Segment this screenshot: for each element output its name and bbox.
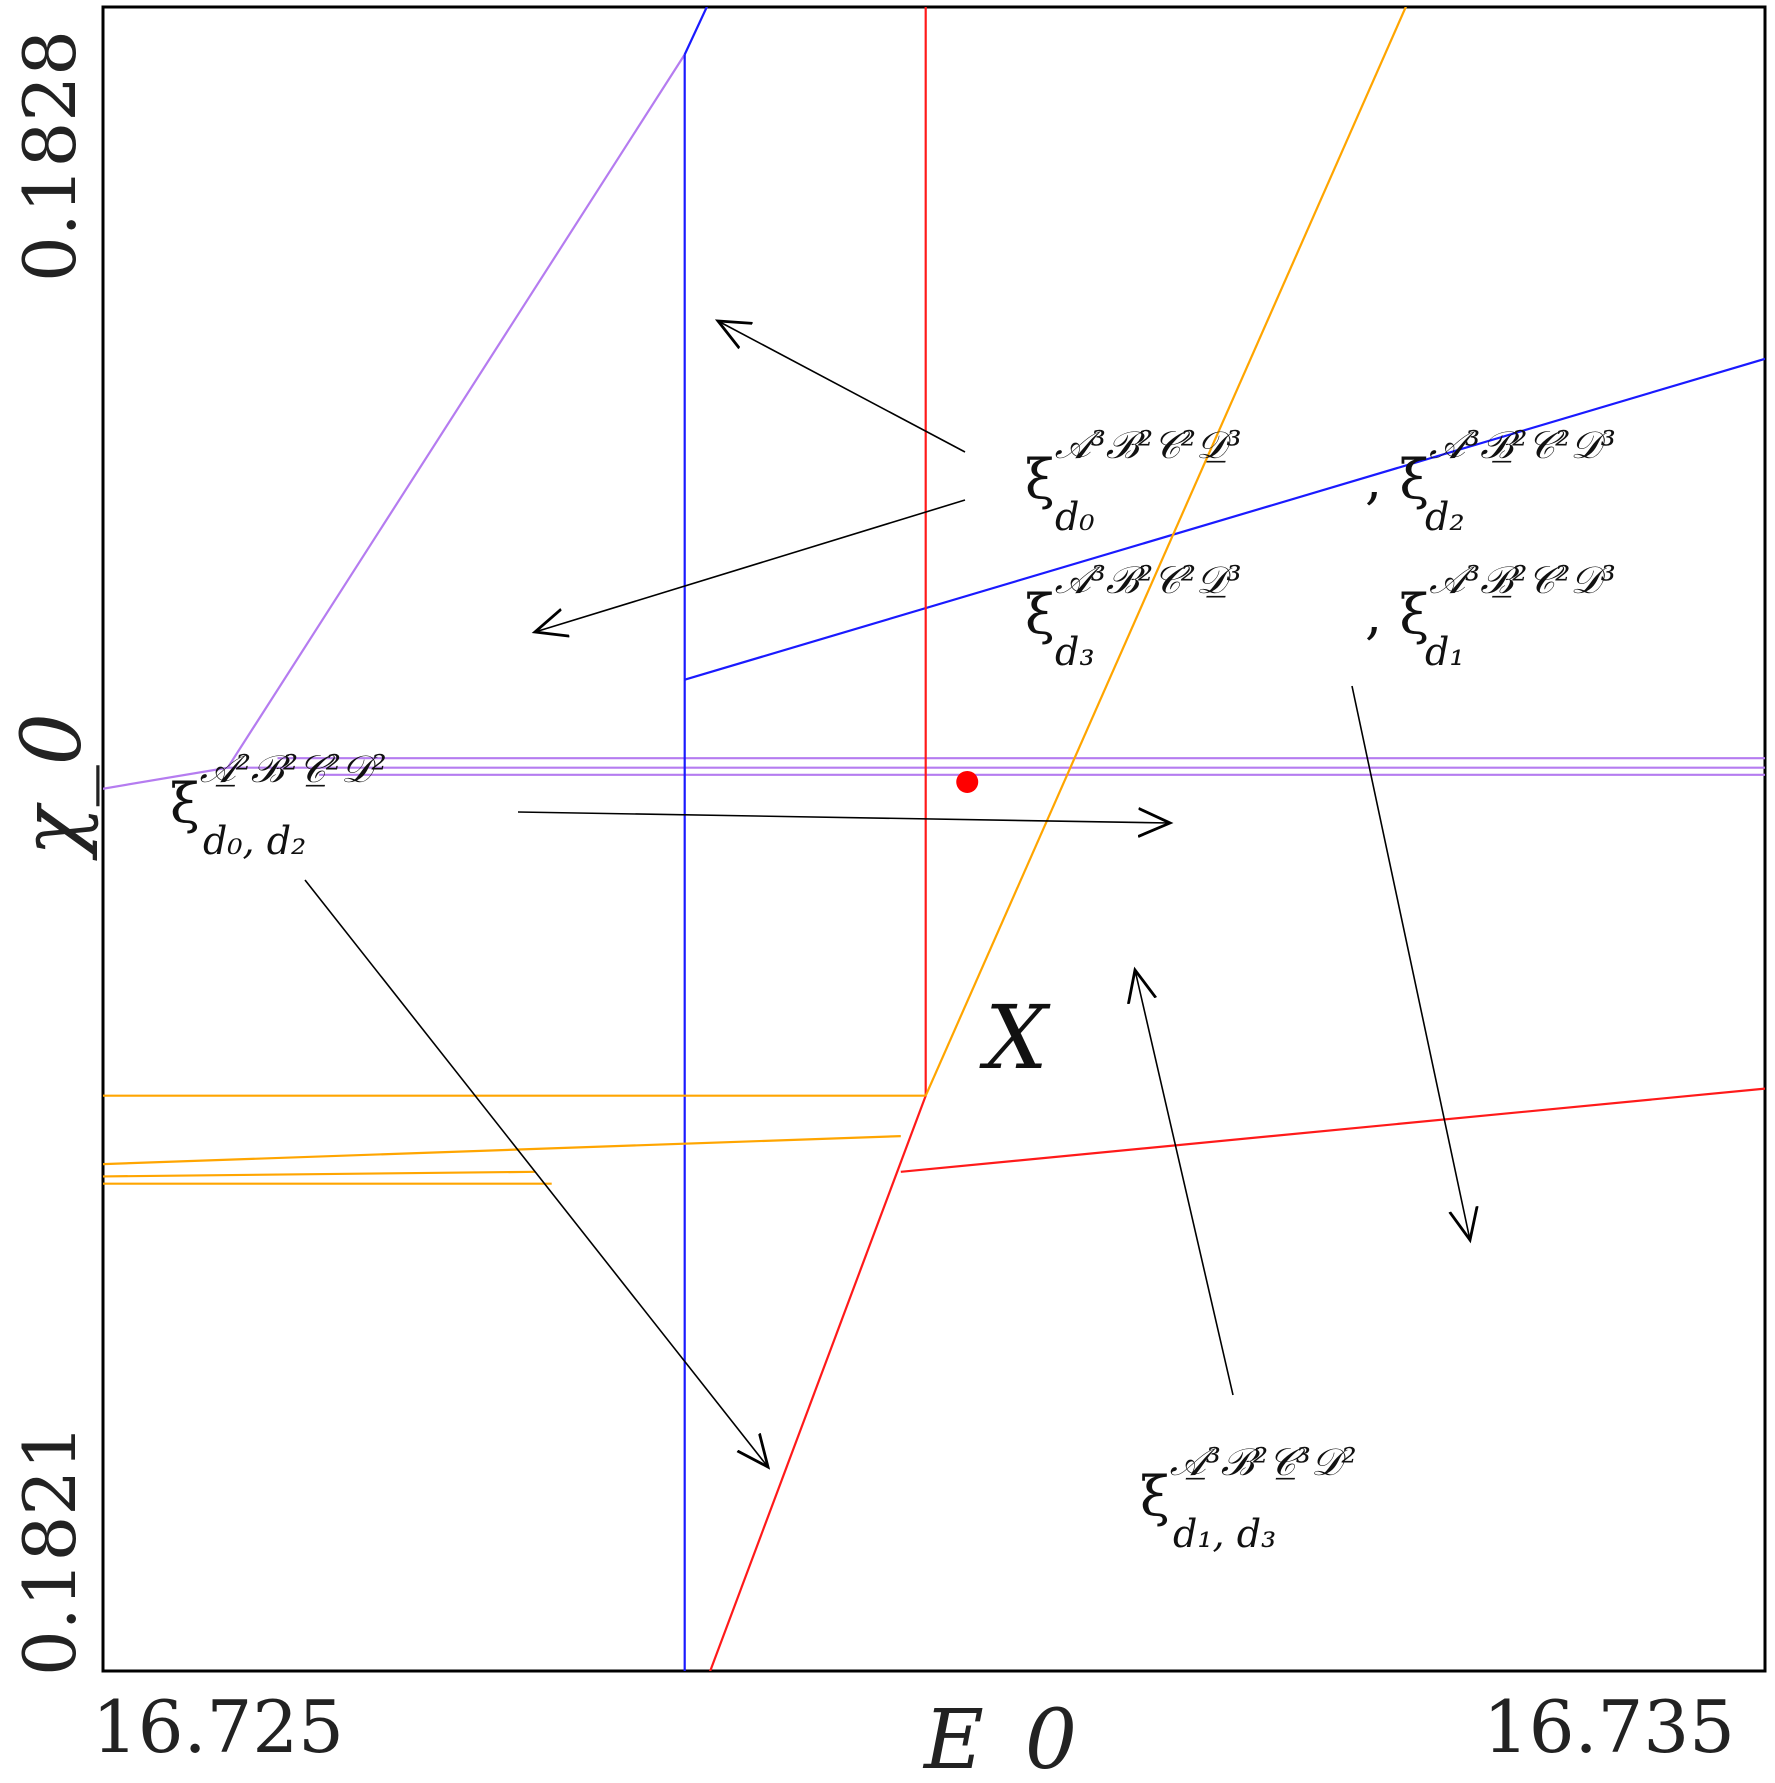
ann2-sep: , ξ: [1365, 583, 1429, 646]
ann1-sub: d₀: [1055, 495, 1095, 539]
ann1-sep: , ξ: [1365, 448, 1429, 511]
series-line-12: [103, 1135, 901, 1166]
ann1-sup: 𝒜³ℬ²𝒞²𝒟̲³: [1055, 423, 1242, 467]
ann2-sup: 𝒜³ℬ²𝒞²𝒟̲³: [1055, 558, 1242, 602]
series-line-8: [709, 1095, 927, 1671]
ann3-base: ξ: [170, 772, 200, 835]
ann1-sub2: d₂: [1425, 495, 1465, 539]
ytick-label-max: 0.1828: [8, 30, 92, 282]
ann3-sup: 𝒜̲²ℬ²𝒞̲²𝒟²: [200, 747, 387, 791]
xtick-label-min: 16.725: [92, 1685, 344, 1769]
svg-text:ξ𝒜³ℬ²𝒞²𝒟̲³d₀, ξ𝒜³ℬ̲²𝒞²𝒟³: ξ𝒜³ℬ²𝒞²𝒟̲³ d₀ , ξ𝒜³ℬ̲²𝒞²𝒟³ d₂: [1025, 423, 1616, 539]
ann4-sub: d₁, d₃: [1173, 1512, 1276, 1556]
annotation-left: ξ𝒜̲²ℬ²𝒞̲²𝒟² d₀, d₂: [170, 747, 387, 863]
svg-text:ξ𝒜³ℬ²𝒞²𝒟̲³d₃, ξ𝒜³ℬ̲²𝒞²𝒟³: ξ𝒜³ℬ²𝒞²𝒟̲³ d₃ , ξ𝒜³ℬ̲²𝒞²𝒟³ d₁: [1025, 558, 1616, 674]
ann2-sup2: 𝒜³ℬ̲²𝒞²𝒟³: [1429, 558, 1616, 602]
annotation-bottom: ξ𝒜̲³ℬ²𝒞̲³𝒟² d₁, d₃: [1140, 1440, 1357, 1556]
ann1-sup2: 𝒜³ℬ̲²𝒞²𝒟³: [1429, 423, 1616, 467]
point-x-marker: [956, 770, 979, 793]
ann4-sup: 𝒜̲³ℬ²𝒞̲³𝒟²: [1170, 1440, 1357, 1484]
ann2-sub2: d₁: [1425, 630, 1465, 674]
series-line-9: [900, 1087, 1765, 1173]
x-axis-label: E_0: [922, 1693, 1077, 1783]
arrow-to-orange-mid: [517, 812, 1170, 823]
annotation-arrows: [304, 321, 1470, 1467]
arrow-to-blue-upper: [718, 321, 966, 453]
arrow-to-red-right: [1351, 685, 1470, 1240]
ytick-label-min: 0.1821: [8, 1424, 92, 1676]
ann4-base: ξ: [1140, 1465, 1170, 1528]
annotation-top: ξ𝒜³ℬ²𝒞²𝒟̲³ d₀, ξ𝒜³ℬ̲²𝒞²𝒟³ d₂ ξ𝒜³ℬ²𝒞²𝒟̲³ d₃,…: [1025, 423, 1616, 674]
y-axis-label: χ_0: [5, 713, 100, 861]
series-line-6: [684, 357, 1765, 681]
point-x-label: X: [979, 986, 1051, 1089]
xtick-label-max: 16.735: [1483, 1685, 1735, 1769]
series-line-10: [924, 7, 1407, 1097]
ann1-base: ξ: [1025, 448, 1055, 511]
series-line-13: [103, 1170, 536, 1178]
arrow-to-blue-right: [1135, 970, 1234, 1396]
ann3-sub: d₀, d₂: [203, 819, 306, 863]
ann2-sub: d₃: [1055, 630, 1095, 674]
arrow-to-purple-upper: [535, 499, 966, 632]
arrow-to-red-lower: [304, 879, 768, 1467]
ann2-base: ξ: [1025, 583, 1055, 646]
series-layer: [103, 7, 1765, 1671]
plot-frame: [101, 5, 1767, 1673]
